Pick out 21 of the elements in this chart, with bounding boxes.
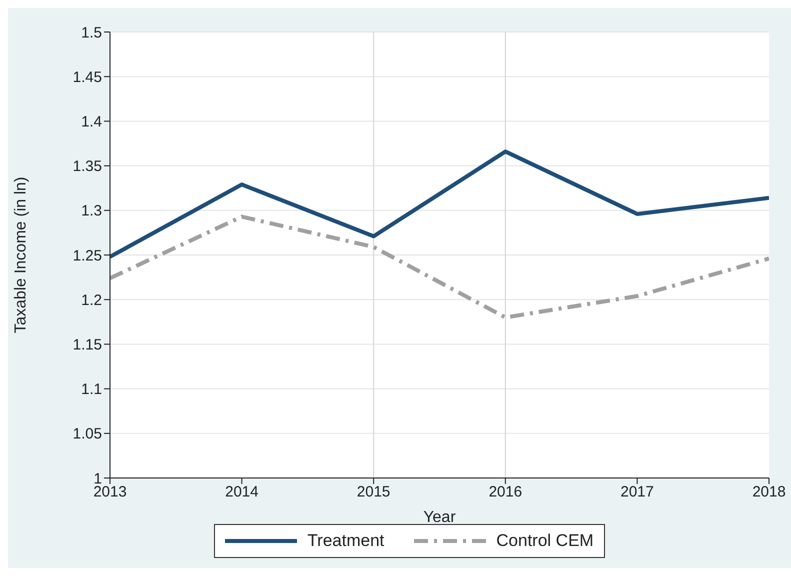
y-tick-label: 1.5: [81, 24, 102, 42]
x-tick-label: 2018: [752, 484, 786, 501]
x-tick-label: 2016: [488, 484, 522, 501]
x-tick-label: 2014: [225, 484, 258, 501]
y-tick-label: 1.05: [72, 426, 102, 443]
x-tick-label: 2015: [356, 484, 390, 501]
legend-label: Treatment: [307, 531, 384, 551]
line-series: [110, 214, 769, 320]
y-tick-label: 1.4: [81, 114, 102, 131]
x-tick-label: 2017: [620, 484, 654, 501]
y-tick-label: 1.1: [81, 381, 102, 398]
y-tick-label: 1.3: [81, 202, 102, 220]
line-series: [110, 150, 769, 259]
y-tick-label: 1.15: [72, 336, 102, 354]
y-tick-label: 1.2: [81, 292, 102, 309]
x-axis-title: Year: [423, 509, 456, 526]
y-axis-title: Taxable Income (in ln): [12, 176, 30, 334]
y-tick-label: 1.35: [72, 158, 102, 176]
y-tick-label: 1.25: [72, 247, 102, 264]
y-tick-label: 1.45: [72, 68, 102, 86]
legend-label: Control CEM: [496, 531, 594, 551]
